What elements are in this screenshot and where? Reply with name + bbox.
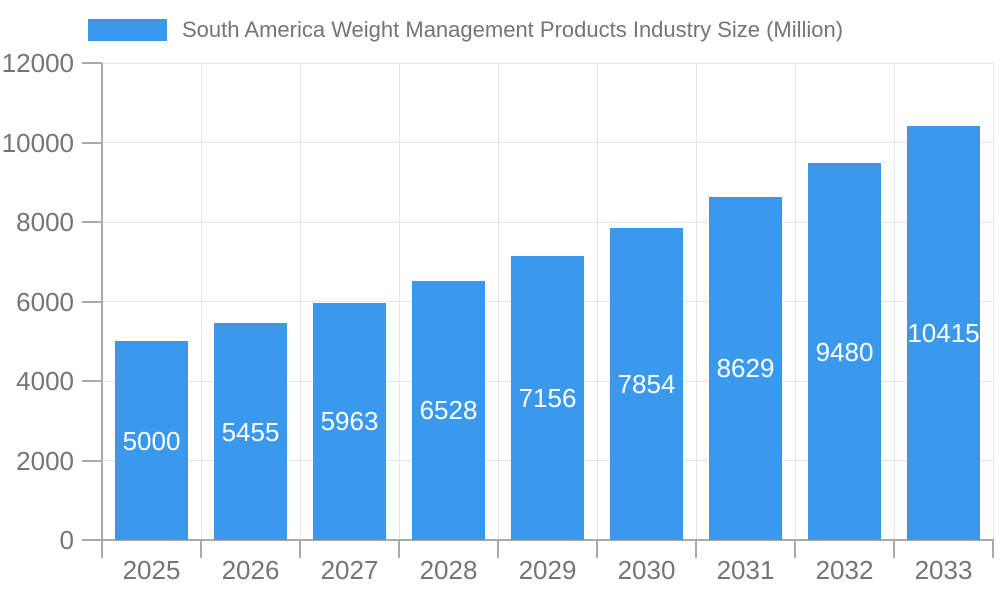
bar-value-2030: 7854 <box>617 368 676 399</box>
y-axis-label-8000: 8000 <box>16 207 74 237</box>
bar-value-2026: 5455 <box>221 416 280 447</box>
x-axis-tick-2 <box>299 540 301 558</box>
x-axis-label-2033: 2033 <box>914 555 973 585</box>
y-axis-label-6000: 6000 <box>16 286 74 317</box>
y-axis-label-2000: 2000 <box>16 445 74 476</box>
x-axis-label-2028: 2028 <box>419 555 478 585</box>
x-axis-tick-9 <box>992 540 994 558</box>
legend-label: South America Weight Management Products… <box>182 17 844 42</box>
legend-swatch <box>88 19 167 41</box>
bar-2025 <box>115 341 188 540</box>
y-axis-tick-4000 <box>82 380 102 382</box>
gridline-y-10000 <box>102 142 993 143</box>
x-axis-tick-1 <box>200 540 202 558</box>
y-axis-tick-10000 <box>82 141 102 144</box>
gridline-x-1 <box>200 63 202 540</box>
bar-value-2029: 7156 <box>518 382 577 413</box>
bar-value-2033: 10415 <box>907 318 980 348</box>
y-axis-tick-12000 <box>82 62 102 64</box>
x-axis-label-2026: 2026 <box>221 555 280 585</box>
y-axis-label-4000: 4000 <box>16 366 74 396</box>
bar-2026 <box>214 323 287 540</box>
y-axis-tick-0 <box>82 539 102 541</box>
gridline-x-8 <box>893 63 895 540</box>
y-axis-line <box>101 63 103 540</box>
x-axis-tick-0 <box>101 540 103 558</box>
gridline-x-6 <box>695 63 697 540</box>
x-axis-tick-5 <box>596 540 598 558</box>
gridline-x-2 <box>299 63 301 540</box>
x-axis-label-2031: 2031 <box>716 555 775 585</box>
gridline-x-9 <box>992 63 994 540</box>
gridline-x-5 <box>596 63 598 540</box>
bar-2031 <box>709 196 782 540</box>
y-axis-label-0: 0 <box>59 525 74 555</box>
gridline-x-7 <box>794 63 796 540</box>
x-axis-tick-4 <box>497 540 499 558</box>
legend: South America Weight Management Products… <box>88 17 843 43</box>
x-axis-tick-6 <box>695 540 697 558</box>
bar-value-2025: 5000 <box>122 425 181 456</box>
x-axis-tick-3 <box>398 540 400 558</box>
gridline-y-12000 <box>102 62 993 64</box>
x-axis-tick-7 <box>794 540 796 558</box>
bar-2033 <box>907 126 980 540</box>
bar-value-2032: 9480 <box>815 336 874 367</box>
x-axis-label-2032: 2032 <box>815 555 874 585</box>
bar-2029 <box>511 255 584 540</box>
x-axis-label-2025: 2025 <box>122 555 181 585</box>
y-axis-tick-8000 <box>82 221 102 223</box>
bar-2032 <box>808 163 881 540</box>
bar-value-2031: 8629 <box>716 353 775 384</box>
x-axis-label-2030: 2030 <box>617 555 676 585</box>
bar-value-2028: 6528 <box>419 395 478 426</box>
x-axis-label-2027: 2027 <box>320 555 379 585</box>
x-axis-label-2029: 2029 <box>518 555 577 585</box>
y-axis-tick-2000 <box>82 459 102 462</box>
bar-value-2027: 5963 <box>320 406 379 437</box>
y-axis-label-10000: 10000 <box>1 127 74 158</box>
y-axis-tick-6000 <box>82 300 102 303</box>
y-axis-label-12000: 12000 <box>1 48 74 78</box>
plot-area: 0 2000 4000 6000 8000 10000 12000 5000 2025 5455 2… <box>2 50 994 583</box>
x-axis-tick-8 <box>893 540 895 558</box>
bar-2028 <box>412 280 485 540</box>
gridline-x-4 <box>497 63 499 540</box>
gridline-x-3 <box>398 63 400 540</box>
bar-2030 <box>610 227 683 540</box>
x-axis-line <box>101 539 994 541</box>
gridline-y-8000 <box>102 221 993 223</box>
bar-2027 <box>313 302 386 540</box>
